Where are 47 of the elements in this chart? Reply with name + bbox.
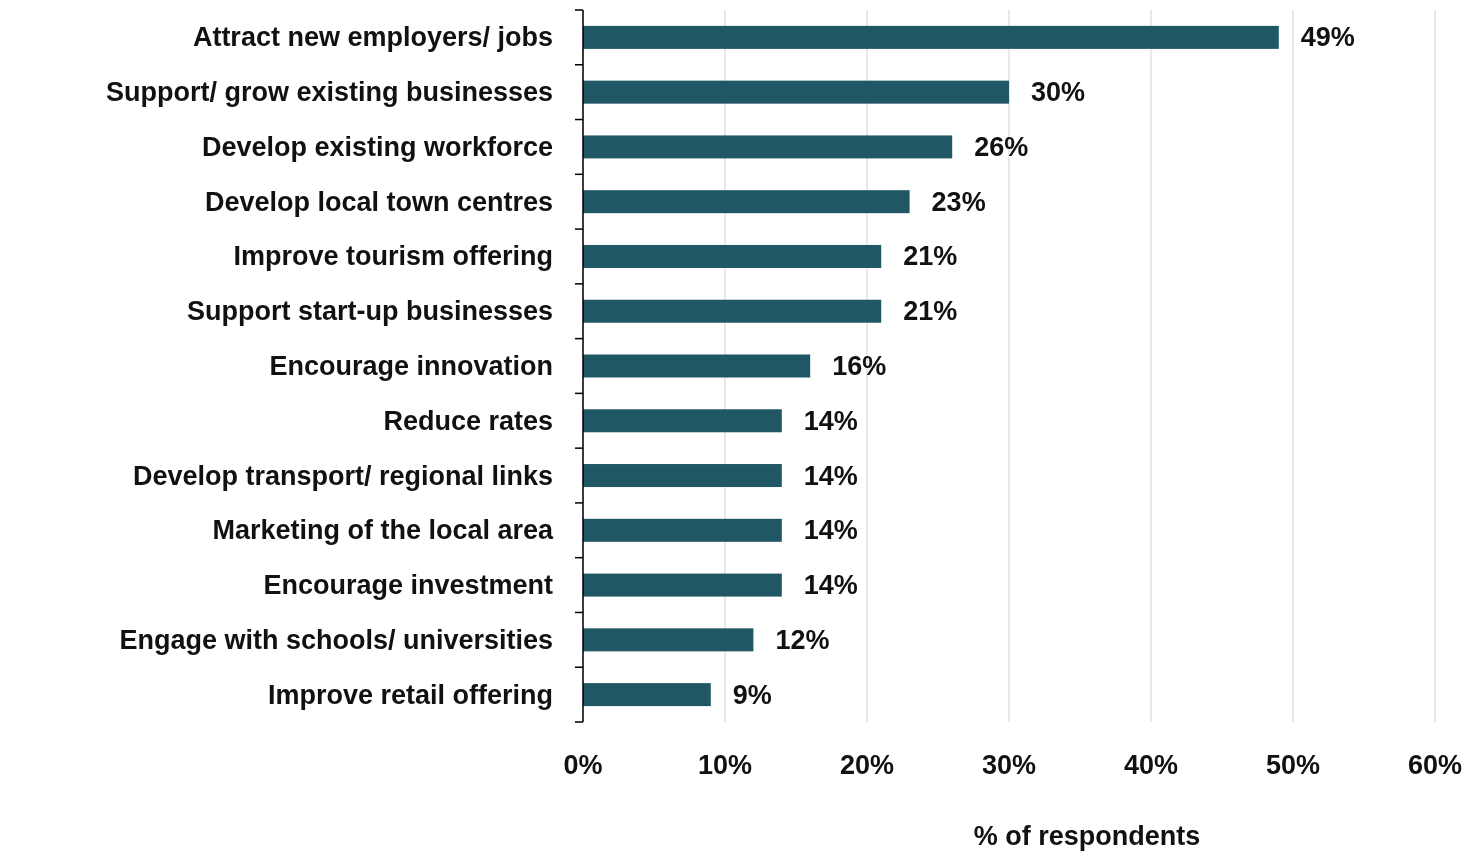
y-tick-label: Improve retail offering xyxy=(267,679,553,710)
x-tick-label: 50% xyxy=(1265,750,1321,780)
y-tick-label: Encourage investment xyxy=(263,570,554,601)
x-tick-label: 60% xyxy=(1407,750,1463,780)
bar xyxy=(583,190,910,214)
x-tick-label: 30% xyxy=(981,750,1037,780)
y-tick-label: Attract new employers/ jobs xyxy=(192,22,553,53)
data-label: 14% xyxy=(803,515,858,546)
bar xyxy=(583,354,811,378)
bar xyxy=(583,135,953,159)
bar xyxy=(583,464,782,488)
x-tick-label: 20% xyxy=(839,750,895,780)
y-tick-label: Support/ grow existing businesses xyxy=(105,77,553,108)
x-axis-title: % of respondents xyxy=(973,821,1201,851)
y-tick-label: Develop local town centres xyxy=(204,186,553,217)
data-label: 9% xyxy=(732,679,772,710)
data-label: 21% xyxy=(903,296,958,327)
x-tick-label: 40% xyxy=(1123,750,1179,780)
y-tick-label: Reduce rates xyxy=(383,405,553,436)
bar xyxy=(583,518,782,542)
data-label: 16% xyxy=(832,351,887,381)
bar xyxy=(583,299,882,323)
y-tick-label: Develop transport/ regional links xyxy=(132,460,553,491)
y-tick-label: Improve tourism offering xyxy=(233,241,553,272)
bar xyxy=(583,25,1279,49)
data-label: 26% xyxy=(974,131,1029,162)
y-tick-label: Engage with schools/ universities xyxy=(119,624,553,655)
bar xyxy=(583,80,1009,104)
bar xyxy=(583,628,754,652)
bar xyxy=(583,683,711,707)
data-label: 21% xyxy=(903,241,958,272)
y-tick-label: Support start-up businesses xyxy=(186,296,553,327)
y-tick-label: Encourage innovation xyxy=(269,351,553,381)
x-tick-label: 10% xyxy=(697,750,753,780)
x-tick-label: 0% xyxy=(563,750,603,780)
data-label: 14% xyxy=(803,405,858,436)
bar xyxy=(583,244,882,268)
data-label: 12% xyxy=(775,624,830,655)
data-label: 14% xyxy=(803,570,858,601)
bar xyxy=(583,409,782,433)
data-label: 49% xyxy=(1300,22,1355,53)
data-label: 23% xyxy=(931,186,986,217)
data-label: 14% xyxy=(803,460,858,491)
y-tick-label: Develop existing workforce xyxy=(201,131,553,162)
bar xyxy=(583,573,782,597)
y-tick-label: Marketing of the local area xyxy=(212,515,554,546)
data-label: 30% xyxy=(1031,77,1086,108)
